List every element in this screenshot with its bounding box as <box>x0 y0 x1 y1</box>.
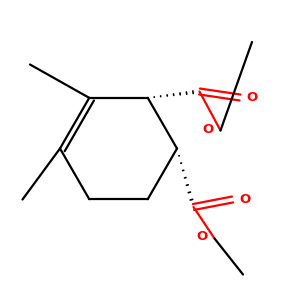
Text: O: O <box>203 122 214 136</box>
Text: O: O <box>247 91 258 104</box>
Text: O: O <box>239 193 250 206</box>
Text: O: O <box>197 230 208 244</box>
